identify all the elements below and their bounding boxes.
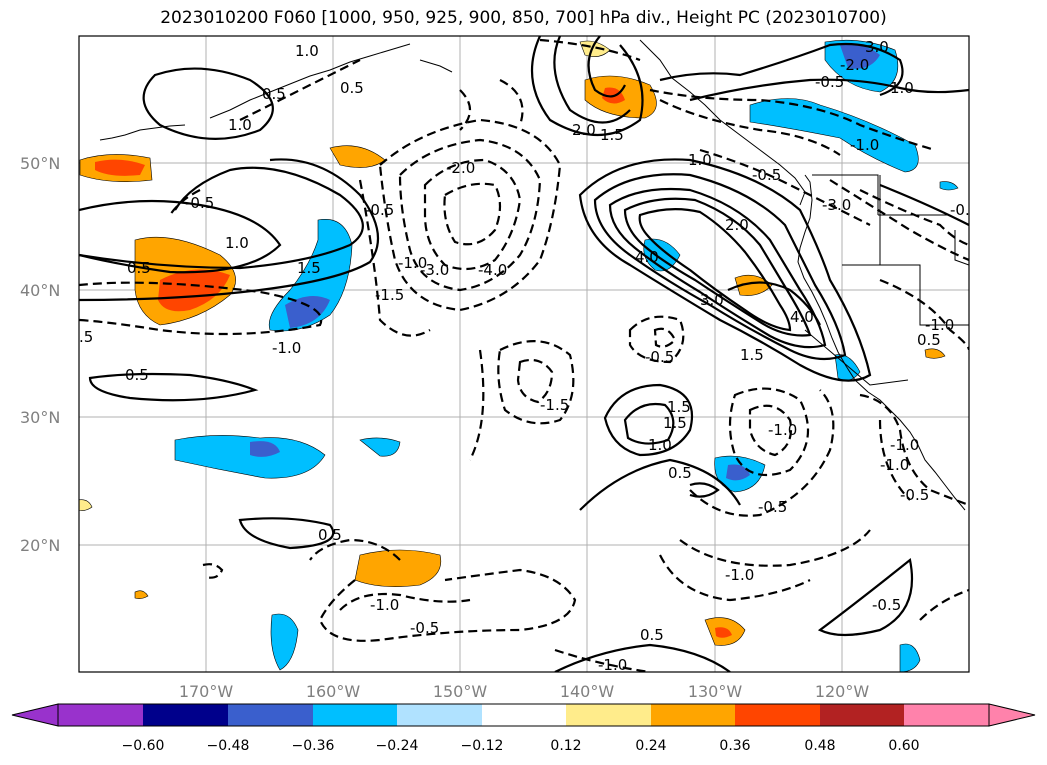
contour-label: 0.5	[127, 259, 151, 277]
contour-label: -2.0	[840, 56, 869, 74]
divergence-shading	[79, 39, 959, 672]
contour-label: -0.5	[365, 201, 394, 219]
contour-label: 0.5	[262, 85, 286, 103]
lat-label-30n: 30°N	[20, 408, 60, 427]
colorbar-segment	[904, 704, 989, 726]
colorbar-tick: −0.24	[376, 738, 419, 754]
contour-label: -0.5	[815, 73, 844, 91]
positive-height-contours	[79, 36, 969, 672]
colorbar-segment	[143, 704, 228, 726]
contour-label: -0.5	[185, 194, 214, 212]
contour-label: -0.5	[758, 498, 787, 516]
lon-label-140w: 140°W	[560, 682, 615, 701]
contour-label: 1.5	[740, 346, 764, 364]
contour-label: 4.0	[790, 308, 814, 326]
contour-label: 1.5	[600, 126, 624, 144]
colorbar-extend-low	[11, 703, 59, 727]
contour-label: -0.5	[645, 348, 674, 366]
contour-label: 1.5	[663, 414, 687, 432]
contour-label: 2.0	[572, 121, 596, 139]
contour-label: -3.0	[420, 261, 449, 279]
contour-label: -4.0	[478, 261, 507, 279]
contour-label: -1.0	[880, 456, 909, 474]
colorbar-tick: −0.60	[122, 738, 165, 754]
map-plot-area: 1.0 0.5 0.5 1.0 -0.5 0.5 1.0 1.5 -1.0 0.…	[79, 36, 979, 674]
contour-label: 0.5	[318, 526, 342, 544]
contour-label: -1.0	[925, 316, 954, 334]
contour-label: 1.5	[297, 259, 321, 277]
negative-height-contours	[79, 38, 969, 672]
contour-label: -1.5	[540, 396, 569, 414]
map-frame	[78, 35, 970, 673]
colorbar-tick: −0.12	[461, 738, 504, 754]
contour-label: 4.0	[635, 248, 659, 266]
contour-label: -3.0	[822, 196, 851, 214]
contour-label: 0.5	[640, 626, 664, 644]
colorbar-segment	[651, 704, 735, 726]
contour-label: 1.0	[890, 79, 914, 97]
contour-label: 0.5	[125, 366, 149, 384]
contour-label: 1.0	[688, 151, 712, 169]
contour-label: -1.5	[375, 286, 404, 304]
lat-label-40n: 40°N	[20, 281, 60, 300]
colorbar-tick: 0.24	[635, 738, 666, 754]
contour-label: 1.0	[648, 436, 672, 454]
contour-label: 1.5	[667, 398, 691, 416]
lon-label-120w: 120°W	[815, 682, 870, 701]
contour-label: -1.0	[890, 436, 919, 454]
colorbar-segment	[58, 704, 143, 726]
colorbar-tick: −0.36	[292, 738, 335, 754]
longitude-labels: 170°W 160°W 150°W 140°W 130°W 120°W	[179, 682, 870, 701]
lon-label-160w: 160°W	[306, 682, 361, 701]
contour-labels: 1.0 0.5 0.5 1.0 -0.5 0.5 1.0 1.5 -1.0 0.…	[79, 38, 979, 674]
contour-label: 0.5	[340, 79, 364, 97]
lat-label-50n: 50°N	[20, 154, 60, 173]
contour-label: -0.5	[900, 486, 929, 504]
latitude-labels: 50°N 40°N 30°N 20°N	[20, 154, 60, 555]
colorbar-tick: 0.60	[888, 738, 919, 754]
contour-label: -0.5	[950, 201, 979, 219]
colorbar-segment	[397, 704, 482, 726]
contour-label: 2.0	[725, 216, 749, 234]
colorbar-tick: 0.12	[550, 738, 581, 754]
contour-label: 1.0	[225, 234, 249, 252]
contour-label: 0.5	[917, 331, 941, 349]
contour-label: -1.0	[272, 339, 301, 357]
map-title: 2023010200 F060 [1000, 950, 925, 900, 85…	[160, 8, 887, 28]
lon-label-150w: 150°W	[433, 682, 488, 701]
colorbar-tick: 0.48	[804, 738, 835, 754]
contour-label: -1.0	[725, 566, 754, 584]
contour-label: -1.0	[768, 421, 797, 439]
colorbar-segment	[566, 704, 651, 726]
colorbar-segment	[228, 704, 313, 726]
contour-label: 0.5	[668, 464, 692, 482]
contour-label: -1.0	[370, 596, 399, 614]
contour-label: -0.5	[752, 166, 781, 184]
contour-label: 3.0	[865, 38, 889, 56]
colorbar-tick: 0.36	[719, 738, 750, 754]
contour-label: -0.5	[872, 596, 901, 614]
contour-label: -2.0	[446, 159, 475, 177]
contour-label: -1.0	[850, 136, 879, 154]
contour-label: .5	[79, 328, 93, 346]
colorbar-segment	[482, 704, 566, 726]
gridlines	[79, 36, 969, 672]
contour-label: -1.0	[398, 254, 427, 272]
lon-label-170w: 170°W	[179, 682, 234, 701]
colorbar-segment	[313, 704, 397, 726]
lat-label-20n: 20°N	[20, 536, 60, 555]
colorbar-segment	[820, 704, 904, 726]
colorbar-tick: −0.48	[207, 738, 250, 754]
colorbar-segment	[735, 704, 820, 726]
contour-label: 1.0	[228, 116, 252, 134]
contour-label: -0.5	[410, 619, 439, 637]
colorbar-ticks: −0.60 −0.48 −0.36 −0.24 −0.12 0.12 0.24 …	[122, 738, 920, 754]
contour-label: 1.0	[295, 42, 319, 60]
colorbar: −0.60 −0.48 −0.36 −0.24 −0.12 0.12 0.24 …	[11, 703, 1036, 754]
lon-label-130w: 130°W	[688, 682, 743, 701]
contour-label: 3.0	[700, 291, 724, 309]
colorbar-extend-high	[988, 703, 1036, 727]
contour-label: -1.0	[598, 656, 627, 674]
